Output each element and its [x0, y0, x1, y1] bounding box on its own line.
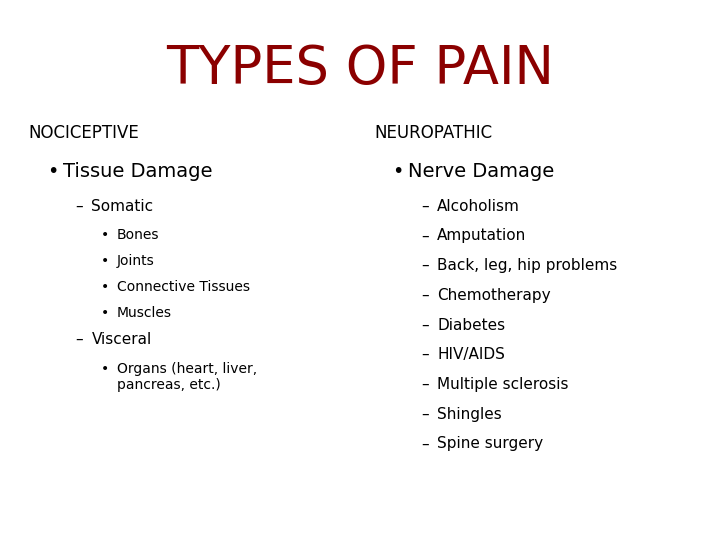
- Text: Muscles: Muscles: [117, 306, 171, 320]
- Text: •: •: [101, 362, 109, 376]
- Text: –: –: [76, 199, 84, 214]
- Text: Alcoholism: Alcoholism: [437, 199, 520, 214]
- Text: Joints: Joints: [117, 254, 154, 268]
- Text: Back, leg, hip problems: Back, leg, hip problems: [437, 258, 617, 273]
- Text: –: –: [421, 228, 429, 244]
- Text: –: –: [421, 407, 429, 422]
- Text: –: –: [421, 318, 429, 333]
- Text: Shingles: Shingles: [437, 407, 502, 422]
- Text: TYPES OF PAIN: TYPES OF PAIN: [166, 43, 554, 95]
- Text: Spine surgery: Spine surgery: [437, 436, 543, 451]
- Text: Bones: Bones: [117, 228, 159, 242]
- Text: Diabetes: Diabetes: [437, 318, 505, 333]
- Text: Organs (heart, liver,
pancreas, etc.): Organs (heart, liver, pancreas, etc.): [117, 362, 257, 392]
- Text: Tissue Damage: Tissue Damage: [63, 162, 212, 181]
- Text: NEUROPATHIC: NEUROPATHIC: [374, 124, 492, 142]
- Text: Somatic: Somatic: [91, 199, 153, 214]
- Text: Connective Tissues: Connective Tissues: [117, 280, 250, 294]
- Text: –: –: [76, 332, 84, 347]
- Text: •: •: [101, 254, 109, 268]
- Text: •: •: [392, 162, 404, 181]
- Text: •: •: [101, 228, 109, 242]
- Text: –: –: [421, 347, 429, 362]
- Text: –: –: [421, 377, 429, 392]
- Text: •: •: [47, 162, 58, 181]
- Text: NOCICEPTIVE: NOCICEPTIVE: [29, 124, 140, 142]
- Text: Visceral: Visceral: [91, 332, 152, 347]
- Text: Amputation: Amputation: [437, 228, 526, 244]
- Text: Nerve Damage: Nerve Damage: [408, 162, 554, 181]
- Text: •: •: [101, 280, 109, 294]
- Text: –: –: [421, 288, 429, 303]
- Text: –: –: [421, 258, 429, 273]
- Text: Multiple sclerosis: Multiple sclerosis: [437, 377, 569, 392]
- Text: •: •: [101, 306, 109, 320]
- Text: –: –: [421, 199, 429, 214]
- Text: Chemotherapy: Chemotherapy: [437, 288, 551, 303]
- Text: HIV/AIDS: HIV/AIDS: [437, 347, 505, 362]
- Text: –: –: [421, 436, 429, 451]
